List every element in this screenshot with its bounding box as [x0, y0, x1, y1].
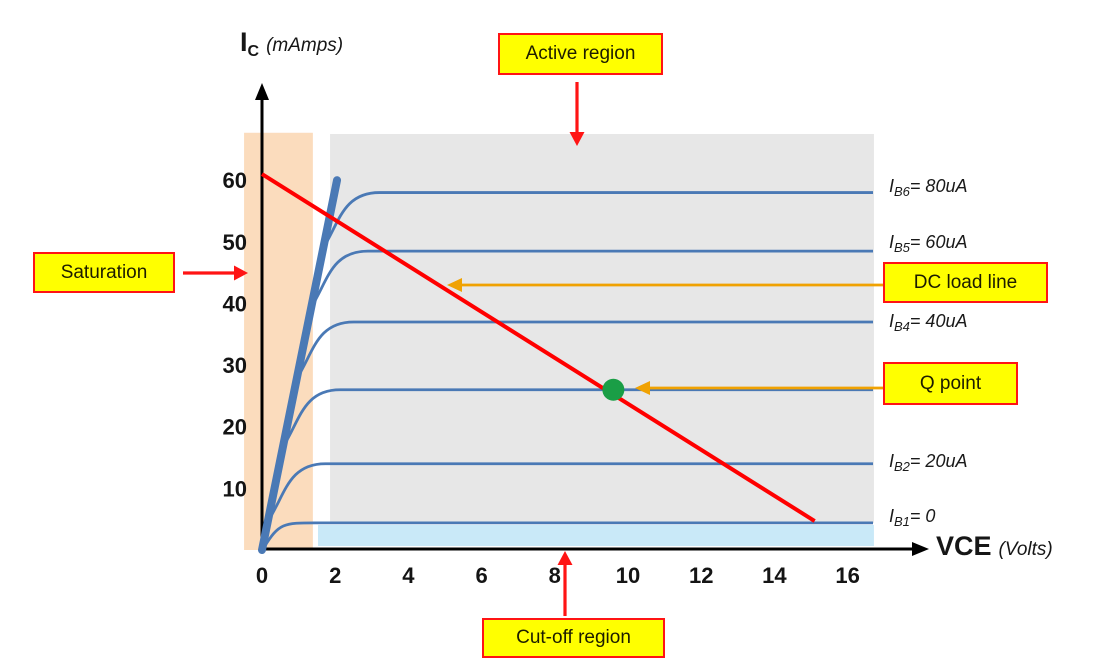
y-axis-subscript: C — [247, 43, 260, 60]
saturation-arrow — [183, 265, 248, 281]
x-axis-symbol: VCE — [936, 531, 992, 561]
y-axis-title: IC (mAmps) — [240, 27, 343, 61]
ib-curve — [268, 462, 873, 520]
curve-label-value: = 20uA — [909, 451, 968, 471]
x-tick-label: 8 — [549, 563, 561, 588]
dc-load-line-callout: DC load line — [883, 262, 1048, 303]
active-region-arrow — [569, 82, 585, 146]
curve-label-value: = 40uA — [909, 311, 968, 331]
ib-curve — [283, 388, 873, 446]
x-tick-label: 0 — [256, 563, 268, 588]
y-tick-label: 10 — [223, 476, 247, 501]
curve-label-subscript: B6 — [894, 184, 910, 199]
dc-load-line-callout-label: DC load line — [913, 271, 1018, 293]
cutoff-region-callout-label: Cut-off region — [516, 627, 631, 648]
q-point-callout-label: Q point — [919, 372, 982, 394]
curve-label-symbol: I — [889, 506, 895, 526]
x-axis-arrowhead — [912, 542, 929, 556]
cutoff-region-callout: Cut-off region — [482, 618, 665, 658]
curve-label-subscript: B2 — [894, 459, 910, 474]
curve-label-value: = 60uA — [909, 232, 968, 252]
y-tick-label: 60 — [223, 168, 247, 193]
x-axis-unit: (Volts) — [998, 539, 1053, 560]
curve-label-symbol: I — [889, 232, 895, 252]
curve-label-value: = 0 — [909, 506, 936, 526]
dc-load-line — [260, 172, 816, 523]
x-tick-label: 2 — [329, 563, 341, 588]
q-point-callout: Q point — [883, 362, 1018, 405]
y-tick-label: 40 — [223, 291, 247, 316]
saturation-line — [258, 176, 342, 554]
generated-chart: 0 2 4 6 8 10 12 14 16 10 20 30 40 50 60 — [223, 83, 929, 588]
curve-label-ib1: IB1= 0 — [889, 506, 936, 529]
curve-label-subscript: B5 — [894, 240, 910, 255]
q-point-marker — [602, 378, 625, 401]
active-region-callout: Active region — [498, 33, 663, 75]
curve-label-symbol: I — [889, 176, 895, 196]
saturation-callout-label: Saturation — [60, 261, 148, 283]
curve-label-symbol: I — [889, 451, 895, 471]
ib-curve — [262, 521, 873, 549]
curve-label-symbol: I — [889, 311, 895, 331]
dc-load-line-arrow — [447, 278, 883, 292]
curve-label-subscript: B4 — [894, 319, 910, 334]
curve-label-ib5: IB5= 60uA — [889, 232, 968, 255]
y-axis-arrowhead — [255, 83, 269, 100]
curve-label-ib2: IB2= 20uA — [889, 451, 968, 474]
x-tick-label: 12 — [689, 563, 713, 588]
curve-label-subscript: B1 — [894, 514, 910, 529]
curve-label-ib4: IB4= 40uA — [889, 311, 968, 334]
y-axis-unit: (mAmps) — [266, 35, 344, 56]
curve-label-value: = 80uA — [909, 176, 968, 196]
x-tick-label: 14 — [762, 563, 787, 588]
x-tick-label: 6 — [475, 563, 487, 588]
y-tick-label: 20 — [223, 415, 247, 440]
y-tick-label: 50 — [223, 230, 247, 255]
active-region-band — [330, 133, 874, 523]
cutoff-region-band — [317, 524, 874, 546]
x-axis-title: VCE (Volts) — [936, 531, 1053, 562]
cutoff-region-arrow — [557, 551, 573, 616]
active-region-callout-label: Active region — [525, 43, 636, 64]
q-point-arrow — [635, 381, 883, 395]
saturation-callout: Saturation — [33, 252, 175, 293]
x-tick-label: 10 — [616, 563, 640, 588]
y-axis-symbol: I — [240, 27, 248, 57]
curve-label-ib6: IB6= 80uA — [889, 176, 968, 199]
x-tick-label: 4 — [402, 563, 415, 588]
x-tick-label: 16 — [835, 563, 859, 588]
y-tick-label: 30 — [223, 353, 247, 378]
